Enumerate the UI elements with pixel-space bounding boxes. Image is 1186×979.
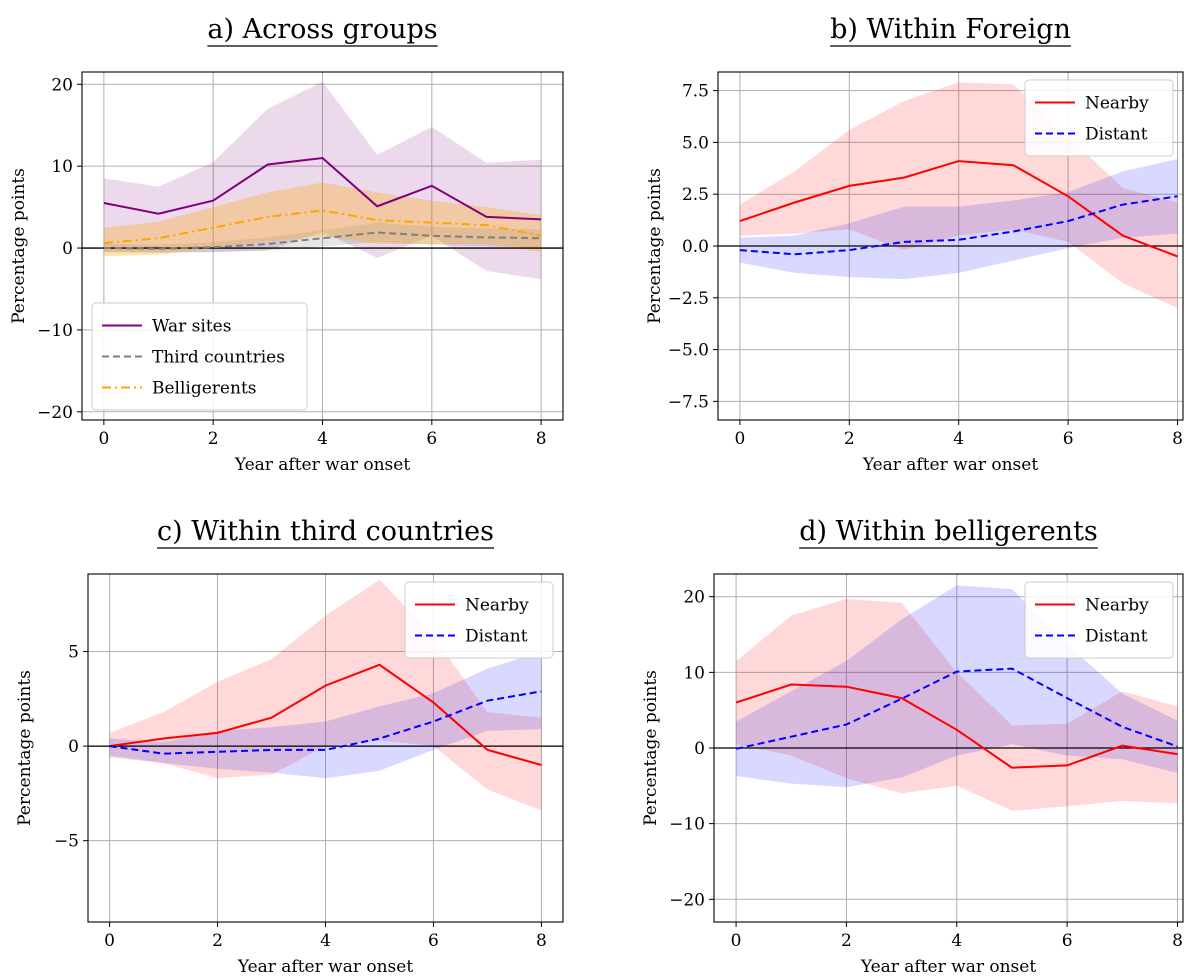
series-line-nearby — [109, 663, 542, 766]
series-line-third-countries — [103, 231, 542, 250]
y-tick-label: −10 — [669, 815, 705, 835]
legend: War sites Third countries Belligerents — [91, 302, 308, 411]
chart-title: c) Within third countries — [157, 516, 494, 547]
y-tick-label: −20 — [669, 890, 705, 910]
y-axis-label: Percentage points — [15, 670, 35, 826]
legend-box — [1024, 79, 1174, 157]
chart-panel-1: b) Within Foreign 0 2 4 6 8 −7.5 −5.0 −2.5 0.0 2.5… — [645, 14, 1184, 475]
x-axis-label: Year after war onset — [862, 455, 1039, 475]
y-tick-label: −7.5 — [668, 392, 709, 412]
legend-label: Belligerents — [152, 379, 257, 399]
x-tick-label: 8 — [536, 931, 547, 951]
y-tick-label: 7.5 — [682, 82, 709, 102]
x-tick-label: 6 — [426, 429, 437, 449]
legend-box — [91, 302, 308, 411]
legend-label: Nearby — [1085, 94, 1149, 114]
x-tick-label: 2 — [844, 429, 855, 449]
series-line-distant — [735, 667, 1178, 750]
confidence-band-third-countries — [103, 222, 542, 253]
y-tick-label: −5 — [54, 832, 79, 852]
y-tick-label: 2.5 — [682, 185, 709, 205]
y-axis-label: Percentage points — [641, 670, 661, 826]
x-tick-label: 0 — [104, 931, 115, 951]
y-tick-label: 0 — [694, 739, 705, 759]
confidence-band-war-sites — [103, 81, 542, 280]
y-tick-label: 10 — [683, 663, 705, 683]
x-tick-label: 2 — [212, 931, 223, 951]
legend: Nearby Distant — [1024, 79, 1174, 157]
chart-panel-2: c) Within third countries 0 2 4 6 8 −5 0 5 Year a… — [15, 516, 564, 977]
legend-box — [1024, 581, 1174, 659]
y-tick-label: 5 — [68, 643, 79, 663]
y-axis-label: Percentage points — [645, 168, 665, 324]
x-tick-label: 8 — [1172, 429, 1183, 449]
y-tick-label: −2.5 — [668, 289, 709, 309]
confidence-band-distant — [739, 159, 1178, 280]
chart-panel-0: a) Across groups 0 2 4 6 8 −20 −10 0 10 20 Year aft… — [9, 14, 564, 475]
legend-label: Nearby — [465, 596, 529, 616]
x-tick-label: 2 — [208, 429, 219, 449]
plot-area — [714, 585, 1183, 811]
x-tick-label: 6 — [1063, 429, 1074, 449]
y-tick-label: 0 — [62, 239, 73, 259]
x-tick-label: 4 — [953, 429, 964, 449]
x-tick-label: 0 — [98, 429, 109, 449]
x-tick-label: 4 — [317, 429, 328, 449]
plot-area — [82, 81, 563, 280]
confidence-band-nearby — [736, 599, 1178, 811]
legend: Nearby Distant — [404, 581, 554, 659]
y-tick-label: −10 — [37, 321, 73, 341]
chart-title: d) Within belligerents — [799, 516, 1098, 547]
y-tick-label: 0.0 — [682, 237, 709, 257]
x-axis-label: Year after war onset — [234, 455, 411, 475]
y-axis-label: Percentage points — [9, 168, 29, 324]
series-line-war-sites — [103, 156, 542, 221]
series-line-distant — [109, 690, 542, 755]
x-axis-label: Year after war onset — [237, 957, 414, 975]
y-tick-label: 0 — [68, 737, 79, 757]
x-tick-label: 6 — [428, 931, 439, 951]
legend-label: Distant — [1085, 627, 1148, 647]
legend-label: War sites — [152, 317, 231, 337]
x-tick-label: 2 — [841, 931, 852, 951]
x-tick-label: 0 — [734, 429, 745, 449]
confidence-band-distant — [736, 585, 1178, 788]
x-tick-label: 4 — [951, 931, 962, 951]
chart-panel-3: d) Within belligerents 0 2 4 6 8 −20 −10 0 10 20 Ye… — [641, 516, 1184, 977]
legend-label: Third countries — [152, 348, 285, 368]
x-tick-label: 4 — [320, 931, 331, 951]
x-tick-label: 8 — [536, 429, 547, 449]
legend: Nearby Distant — [1024, 581, 1174, 659]
y-tick-label: 20 — [51, 75, 73, 95]
legend-label: Distant — [1085, 125, 1148, 145]
x-axis-label: Year after war onset — [860, 957, 1037, 975]
confidence-band-belligerents — [103, 182, 542, 257]
x-tick-label: 6 — [1062, 931, 1073, 951]
y-tick-label: 20 — [683, 588, 705, 608]
series-line-nearby — [735, 683, 1178, 769]
y-tick-label: −5.0 — [668, 341, 709, 361]
series-line-belligerents — [103, 209, 542, 245]
x-tick-label: 8 — [1172, 931, 1183, 951]
chart-title: a) Across groups — [207, 14, 437, 45]
y-tick-label: −20 — [37, 403, 73, 423]
series-line-nearby — [739, 160, 1178, 258]
legend-box — [404, 581, 554, 659]
legend-label: Distant — [465, 627, 528, 647]
y-tick-label: 10 — [51, 157, 73, 177]
x-tick-label: 0 — [731, 931, 742, 951]
legend-label: Nearby — [1085, 596, 1149, 616]
y-tick-label: 5.0 — [682, 133, 709, 153]
chart-title: b) Within Foreign — [830, 14, 1071, 45]
series-line-distant — [739, 195, 1178, 256]
